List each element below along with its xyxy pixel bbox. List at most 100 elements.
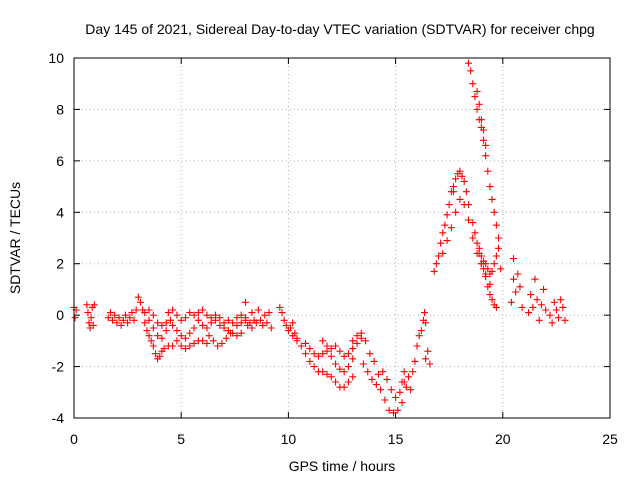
- y-axis-label: SDTVAR / TECUs: [7, 182, 23, 294]
- data-point: [340, 383, 348, 391]
- data-point: [507, 298, 515, 306]
- tick-labels: 0 5 10 15 20 25 -4 -2 0 2 4 6 8 10: [48, 50, 618, 447]
- data-point: [265, 309, 273, 317]
- data-point: [242, 314, 250, 322]
- data-point: [548, 319, 556, 327]
- data-point: [462, 188, 470, 196]
- data-point: [134, 293, 142, 301]
- data-point: [364, 368, 372, 376]
- data-point: [482, 141, 490, 149]
- data-point: [492, 221, 500, 229]
- data-point: [495, 244, 503, 252]
- data-point: [477, 116, 485, 124]
- data-point: [488, 296, 496, 304]
- data-point: [353, 332, 361, 340]
- y-tick-label: 0: [56, 307, 64, 323]
- data-point: [164, 309, 172, 317]
- data-point: [488, 195, 496, 203]
- data-point: [242, 298, 250, 306]
- data-point: [471, 229, 479, 237]
- data-point: [276, 303, 284, 311]
- data-point: [477, 252, 485, 260]
- data-point: [84, 309, 92, 317]
- data-point: [349, 373, 357, 381]
- data-point: [173, 337, 181, 345]
- data-point: [181, 314, 189, 322]
- data-point: [169, 342, 177, 350]
- x-tick-label: 15: [388, 431, 404, 447]
- data-point: [486, 183, 494, 191]
- data-point: [550, 298, 558, 306]
- data-point: [319, 337, 327, 345]
- data-point: [495, 234, 503, 242]
- y-tick-label: 6: [56, 153, 64, 169]
- data-point: [149, 324, 157, 332]
- data-point: [555, 314, 563, 322]
- data-point: [464, 59, 472, 67]
- data-point: [467, 67, 475, 75]
- data-point: [492, 303, 500, 311]
- data-point: [447, 224, 455, 232]
- data-point: [404, 373, 412, 381]
- data-point: [214, 342, 222, 350]
- data-point: [473, 105, 481, 113]
- data-point: [173, 311, 181, 319]
- data-point: [194, 309, 202, 317]
- data-point: [557, 296, 565, 304]
- data-point: [248, 324, 256, 332]
- data-point: [149, 342, 157, 350]
- data-point: [349, 355, 357, 363]
- data-point: [289, 319, 297, 327]
- data-point: [158, 334, 166, 342]
- data-point: [432, 260, 440, 268]
- data-point: [126, 314, 134, 322]
- data-point: [417, 327, 425, 335]
- data-point: [484, 283, 492, 291]
- data-point: [83, 301, 91, 309]
- y-tick-label: 2: [56, 256, 64, 272]
- data-point: [387, 386, 395, 394]
- data-point: [207, 314, 215, 322]
- data-point: [471, 93, 479, 101]
- data-point: [452, 208, 460, 216]
- data-point: [310, 363, 318, 371]
- data-point: [344, 378, 352, 386]
- data-point: [492, 252, 500, 260]
- x-tick-label: 25: [602, 431, 618, 447]
- data-point: [156, 352, 164, 360]
- data-point: [149, 311, 157, 319]
- x-axis-label: GPS time / hours: [289, 458, 396, 474]
- data-point: [254, 306, 262, 314]
- data-point: [332, 378, 340, 386]
- data-point: [278, 309, 286, 317]
- data-point: [186, 342, 194, 350]
- data-point: [561, 316, 569, 324]
- data-point: [518, 303, 526, 311]
- data-point: [488, 267, 496, 275]
- data-point: [160, 345, 168, 353]
- data-point: [542, 306, 550, 314]
- data-point: [203, 339, 211, 347]
- data-point: [259, 321, 267, 329]
- y-tick-label: -4: [52, 410, 65, 426]
- data-point: [263, 319, 271, 327]
- data-point: [514, 270, 522, 278]
- data-point: [439, 229, 447, 237]
- data-point: [115, 314, 123, 322]
- data-point: [136, 298, 144, 306]
- data-point: [379, 368, 387, 376]
- data-point: [332, 360, 340, 368]
- data-point: [181, 334, 189, 342]
- data-points: [70, 59, 569, 417]
- data-point: [469, 219, 477, 227]
- data-point: [385, 406, 393, 414]
- data-point: [473, 239, 481, 247]
- data-point: [233, 314, 241, 322]
- data-point: [411, 357, 419, 365]
- data-point: [169, 306, 177, 314]
- data-point: [422, 319, 430, 327]
- data-point: [209, 337, 217, 345]
- data-point: [203, 311, 211, 319]
- data-point: [486, 291, 494, 299]
- data-point: [398, 378, 406, 386]
